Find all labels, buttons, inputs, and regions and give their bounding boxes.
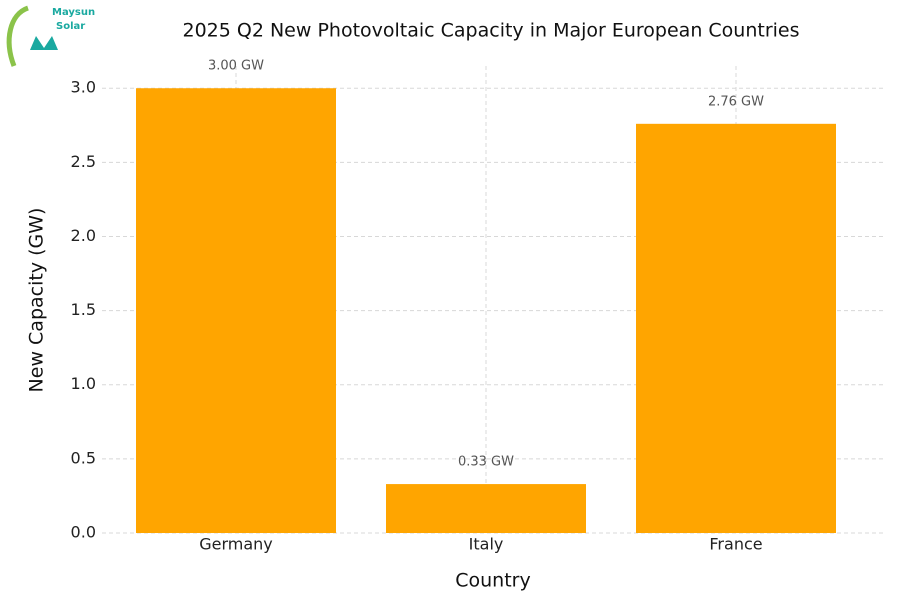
y-tick-label: 0.5 xyxy=(71,448,96,467)
logo-text: Solar xyxy=(56,21,85,32)
x-tick-label: Germany xyxy=(199,535,273,554)
bar xyxy=(636,123,836,534)
logo: Maysun Solar xyxy=(6,5,95,67)
logo-arc xyxy=(6,5,30,67)
value-label: 3.00 GW xyxy=(208,59,264,74)
x-axis-label: Country xyxy=(455,570,530,592)
y-tick-label: 1.0 xyxy=(71,374,96,393)
x-tick-label: France xyxy=(709,535,762,554)
value-label: 0.33 GW xyxy=(458,455,514,470)
chart-title: 2025 Q2 New Photovoltaic Capacity in Maj… xyxy=(182,20,799,42)
bar xyxy=(386,484,586,533)
value-label: 2.76 GW xyxy=(708,94,764,109)
logo-text: Maysun xyxy=(52,7,95,18)
x-tick-label: Italy xyxy=(469,535,504,554)
y-tick-label: 2.5 xyxy=(71,152,96,171)
y-tick-label: 3.0 xyxy=(71,78,96,97)
y-tick-label: 2.0 xyxy=(71,226,96,245)
logo-mark xyxy=(30,36,58,50)
y-tick-label: 1.5 xyxy=(71,300,96,319)
y-tick-label: 0.0 xyxy=(71,523,96,542)
y-axis-label: New Capacity (GW) xyxy=(26,208,48,393)
bar xyxy=(136,88,336,533)
